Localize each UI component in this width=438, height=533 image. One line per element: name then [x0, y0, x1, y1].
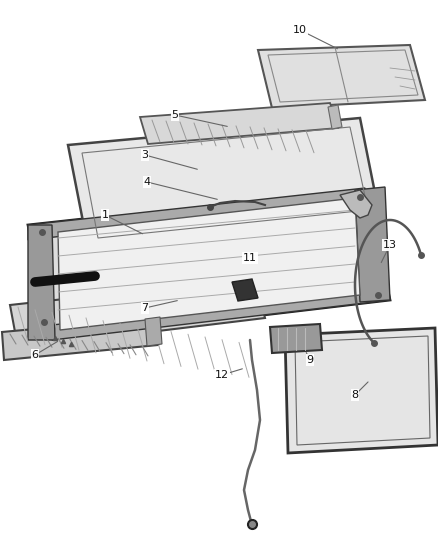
Polygon shape: [328, 105, 342, 129]
Polygon shape: [340, 190, 372, 218]
Polygon shape: [232, 279, 258, 301]
Polygon shape: [28, 188, 365, 240]
Text: 13: 13: [383, 240, 397, 250]
Polygon shape: [58, 198, 360, 330]
Text: 8: 8: [351, 390, 359, 400]
Polygon shape: [68, 118, 380, 247]
Text: 1: 1: [102, 210, 109, 220]
Text: 5: 5: [172, 110, 179, 120]
Text: 11: 11: [243, 253, 257, 263]
Polygon shape: [355, 187, 390, 302]
Polygon shape: [2, 318, 158, 360]
Polygon shape: [258, 45, 425, 108]
Polygon shape: [28, 188, 390, 340]
Polygon shape: [28, 225, 55, 340]
Polygon shape: [52, 288, 390, 340]
Text: 3: 3: [141, 150, 148, 160]
Polygon shape: [140, 103, 338, 144]
Text: 10: 10: [293, 25, 307, 35]
Text: 4: 4: [143, 177, 151, 187]
Text: 7: 7: [141, 303, 148, 313]
Text: 6: 6: [32, 350, 39, 360]
Text: 12: 12: [215, 370, 229, 380]
Polygon shape: [285, 328, 438, 453]
Text: 9: 9: [307, 355, 314, 365]
Polygon shape: [10, 278, 265, 348]
Polygon shape: [270, 324, 322, 353]
Polygon shape: [145, 317, 162, 346]
